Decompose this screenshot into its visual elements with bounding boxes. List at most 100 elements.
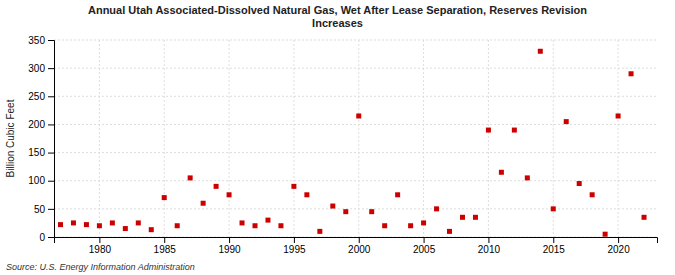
point xyxy=(525,175,530,180)
point xyxy=(71,220,76,225)
grid-line-x xyxy=(618,40,619,237)
y-tick-label: 0 xyxy=(39,232,45,243)
point xyxy=(421,220,426,225)
x-tick: 2020 xyxy=(607,237,630,255)
x-tick-mark xyxy=(99,237,100,243)
point xyxy=(460,215,465,220)
point xyxy=(473,215,478,220)
point xyxy=(201,201,206,206)
point xyxy=(330,204,335,209)
grid-line-y xyxy=(54,40,657,41)
x-tick-mark xyxy=(164,237,165,243)
point xyxy=(214,184,219,189)
x-tick-label: 2015 xyxy=(543,244,566,255)
x-tick-mark xyxy=(553,237,554,243)
point xyxy=(447,229,452,234)
x-tick-label: 1980 xyxy=(89,244,112,255)
x-axis-line xyxy=(55,238,658,244)
y-tick: 150 xyxy=(28,147,54,158)
grid xyxy=(54,40,657,237)
y-tick: 50 xyxy=(34,204,54,215)
x-tick-label: 1985 xyxy=(154,244,177,255)
point xyxy=(253,223,258,228)
point xyxy=(58,222,63,227)
point xyxy=(240,220,245,225)
point xyxy=(551,206,556,211)
point xyxy=(136,220,141,225)
point xyxy=(434,206,439,211)
point xyxy=(395,192,400,197)
y-tick-label: 300 xyxy=(28,63,45,74)
point xyxy=(629,71,634,76)
y-tick-mark xyxy=(48,181,54,182)
point xyxy=(538,49,543,54)
grid-line-x xyxy=(293,40,294,237)
x-tick-mark xyxy=(424,237,425,243)
grid-line-x xyxy=(423,40,424,237)
grid-line-y xyxy=(54,152,657,153)
point xyxy=(369,209,374,214)
point xyxy=(590,192,595,197)
y-tick: 250 xyxy=(28,91,54,102)
grid-line-x xyxy=(99,40,100,237)
y-tick-mark xyxy=(48,237,54,238)
point xyxy=(343,209,348,214)
point xyxy=(512,128,517,133)
x-tick: 2015 xyxy=(543,237,566,255)
grid-line-y xyxy=(54,208,657,209)
grid-line-x xyxy=(358,40,359,237)
y-tick-mark xyxy=(48,96,54,97)
x-tick-mark xyxy=(229,237,230,243)
point xyxy=(408,223,413,228)
grid-line-x xyxy=(164,40,165,237)
point xyxy=(304,192,309,197)
x-tick: 1980 xyxy=(89,237,112,255)
y-tick-mark xyxy=(48,153,54,154)
x-tick-label: 2020 xyxy=(607,244,630,255)
grid-line-x xyxy=(488,40,489,237)
grid-line-y xyxy=(54,96,657,97)
y-axis-title: Billion Cubic Feet xyxy=(5,99,16,177)
point xyxy=(603,232,608,237)
annotation: Source: U.S. Energy Information Administ… xyxy=(6,262,195,272)
x-axis: 1980 1985 1990 1995 2000 2005 2010 2015 2020 xyxy=(55,237,658,255)
x-tick: 1995 xyxy=(283,237,306,255)
point xyxy=(616,113,621,118)
x-tick: 2010 xyxy=(478,237,501,255)
x-tick: 2000 xyxy=(348,237,371,255)
point xyxy=(149,227,154,232)
x-tick-mark xyxy=(488,237,489,243)
y-axis: 050100150200250300350 xyxy=(28,35,54,243)
point xyxy=(278,223,283,228)
point xyxy=(97,223,102,228)
point xyxy=(84,222,89,227)
x-tick-label: 1995 xyxy=(283,244,306,255)
x-tick-mark xyxy=(618,237,619,243)
y-tick-mark xyxy=(48,124,54,125)
point xyxy=(356,113,361,118)
point xyxy=(382,223,387,228)
y-tick: 0 xyxy=(39,232,54,243)
grid-line-y xyxy=(54,180,657,181)
y-tick-mark xyxy=(48,209,54,210)
point xyxy=(227,192,232,197)
y-tick-label: 50 xyxy=(34,204,46,215)
grid-line-y xyxy=(54,68,657,69)
point xyxy=(642,215,647,220)
chart: Annual Utah Associated-Dissolved Natural… xyxy=(0,0,675,275)
x-tick-label: 2010 xyxy=(478,244,501,255)
point xyxy=(175,223,180,228)
y-tick-label: 100 xyxy=(28,175,45,186)
grid-line-x xyxy=(229,40,230,237)
x-tick: 1985 xyxy=(154,237,177,255)
x-tick-label: 1990 xyxy=(218,244,241,255)
y-axis-line xyxy=(48,41,55,238)
x-tick-label: 2000 xyxy=(348,244,371,255)
point xyxy=(162,195,167,200)
point xyxy=(317,229,322,234)
y-tick-label: 200 xyxy=(28,119,45,130)
x-tick: 1990 xyxy=(218,237,241,255)
y-tick: 300 xyxy=(28,63,54,74)
x-tick: 2005 xyxy=(413,237,436,255)
points xyxy=(58,49,647,237)
